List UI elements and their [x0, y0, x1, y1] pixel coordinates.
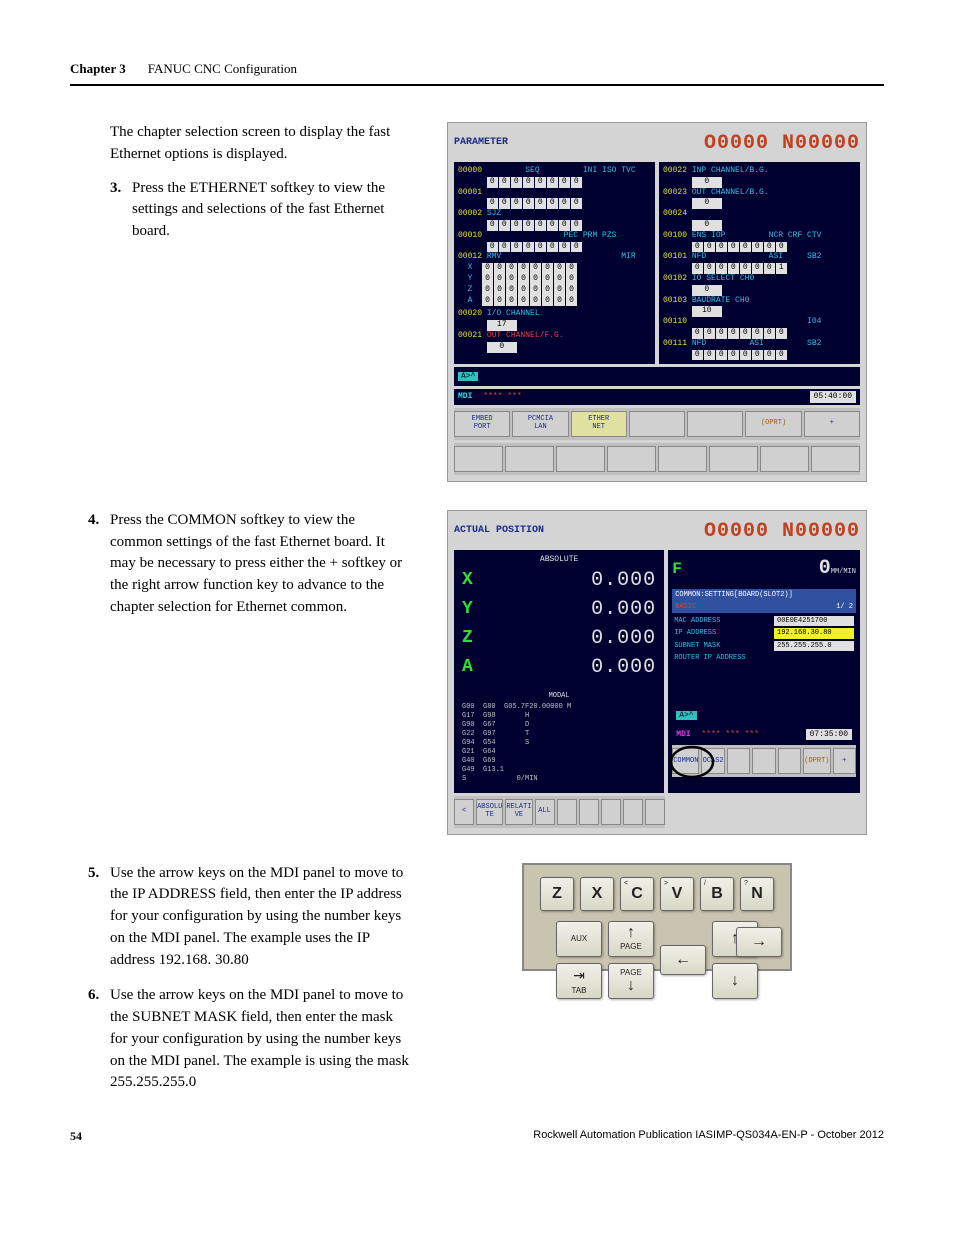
softkey[interactable] [557, 799, 577, 825]
step-4: 4. Press the COMMON softkey to view the … [88, 510, 410, 619]
softkey-blank[interactable] [454, 446, 503, 472]
softkey[interactable] [752, 748, 775, 774]
down-arrow-key: ↓ [712, 963, 758, 999]
cnc1-left-panel: 00000 SEQ INI ISO TVC 0000000000001 0000… [454, 162, 655, 364]
softkey[interactable] [629, 411, 685, 437]
softkey[interactable]: EMBEDPORT [454, 411, 510, 437]
softkey[interactable] [579, 799, 599, 825]
step-text: Press the COMMON softkey to view the com… [110, 510, 410, 619]
softkey-blank[interactable] [709, 446, 758, 472]
publication-info: Rockwell Automation Publication IASIMP-Q… [533, 1129, 884, 1144]
common-header: COMMON:SETTING[BOARD(SLOT2)] [672, 589, 856, 601]
step-num: 3. [110, 178, 132, 243]
step-text: Press the ETHERNET softkey to view the s… [132, 178, 410, 243]
softkey[interactable] [601, 799, 621, 825]
cnc2-title: ACTUAL POSITION [454, 524, 544, 539]
softkey[interactable]: ALL [535, 799, 555, 825]
cnc1-right-panel: 00022 INP CHANNEL/B.G. 000023 OUT CHANNE… [659, 162, 860, 364]
key-X: X [580, 877, 614, 911]
softkey[interactable] [645, 799, 665, 825]
softkey-blank[interactable] [811, 446, 860, 472]
cnc1-title: PARAMETER [454, 136, 508, 151]
page-footer: 54 Rockwell Automation Publication IASIM… [70, 1129, 884, 1144]
step-text: Use the arrow keys on the MDI panel to m… [110, 863, 410, 972]
softkey[interactable]: PCMCIALAN [512, 411, 568, 437]
step-6: 6. Use the arrow keys on the MDI panel t… [88, 985, 410, 1094]
softkey-blank[interactable] [658, 446, 707, 472]
page-down-key: PAGE↓ [608, 963, 654, 999]
cnc-position-screenshot: ACTUAL POSITION O0000 N00000 ABSOLUTE X0… [447, 510, 867, 835]
softkey[interactable]: (OPRT) [745, 411, 801, 437]
softkey[interactable] [778, 748, 801, 774]
softkey[interactable]: (OPRT) [803, 748, 830, 774]
softkey-blank[interactable] [760, 446, 809, 472]
softkey[interactable] [727, 748, 750, 774]
cnc2-position-panel: ABSOLUTE X0.000Y0.000Z0.000A0.000 MODAL … [454, 550, 664, 793]
softkey-common[interactable]: COMMON [672, 748, 699, 774]
cnc2-softkey-row-left: <ABSOLUTERELATIVEALL [454, 796, 665, 828]
cnc1-program-num: O0000 N00000 [704, 129, 860, 158]
chapter-label: Chapter 3 [70, 61, 126, 76]
key-N: ?N [740, 877, 774, 911]
right-arrow-key: → [736, 927, 782, 957]
key-Z: Z [540, 877, 574, 911]
content: The chapter selection screen to display … [70, 122, 884, 1108]
softkey-blank[interactable] [556, 446, 605, 472]
softkey[interactable] [687, 411, 743, 437]
page-number: 54 [70, 1129, 82, 1144]
step-text: Use the arrow keys on the MDI panel to m… [110, 985, 410, 1094]
key-C: <C [620, 877, 654, 911]
page-up-key: ↑PAGE [608, 921, 654, 957]
step-3: 3. Press the ETHERNET softkey to view th… [110, 178, 410, 243]
softkey[interactable]: RELATIVE [505, 799, 532, 825]
cnc2-softkey-row-right: COMMONOCAS2 (OPRT)+ [672, 745, 856, 777]
cnc2-settings-panel: F 0MM/MIN COMMON:SETTING[BOARD(SLOT2)] B… [668, 550, 860, 793]
step-num: 4. [88, 510, 110, 619]
softkey[interactable]: < [454, 799, 474, 825]
intro-para: The chapter selection screen to display … [110, 122, 410, 166]
chapter-title: FANUC CNC Configuration [148, 61, 297, 76]
cnc1-softkey-row-labels: EMBEDPORTPCMCIALANETHERNET (OPRT)+ [454, 408, 860, 440]
cnc1-prompt-strip: A>^ [454, 367, 860, 386]
softkey[interactable]: ABSOLUTE [476, 799, 503, 825]
cnc-parameter-screenshot: PARAMETER O0000 N00000 00000 SEQ INI ISO… [447, 122, 867, 482]
left-arrow-key: ← [660, 945, 706, 975]
cnc2-time: 07:35:00 [806, 729, 852, 741]
key-V: >V [660, 877, 694, 911]
cnc2-program-num: O0000 N00000 [704, 517, 860, 546]
aux-key: AUX [556, 921, 602, 957]
softkey[interactable]: OCAS2 [701, 748, 724, 774]
step-num: 6. [88, 985, 110, 1094]
softkey[interactable]: + [804, 411, 860, 437]
step-num: 5. [88, 863, 110, 972]
softkey[interactable]: + [833, 748, 856, 774]
softkey[interactable]: ETHERNET [571, 411, 627, 437]
step-5: 5. Use the arrow keys on the MDI panel t… [88, 863, 410, 972]
softkey-blank[interactable] [607, 446, 656, 472]
softkey-blank[interactable] [505, 446, 554, 472]
key-B: /B [700, 877, 734, 911]
cnc1-softkey-row-blank [454, 443, 860, 475]
cnc1-time: 05:40:00 [810, 391, 856, 403]
page-header: Chapter 3 FANUC CNC Configuration [70, 60, 884, 86]
tab-key: ⇥TAB [556, 963, 602, 999]
softkey[interactable] [623, 799, 643, 825]
mdi-keypad-image: ZX<C>V/B?N AUX ↑PAGE ← ↑ ⇥TAB PAGE↓ ↓ → [522, 863, 792, 971]
